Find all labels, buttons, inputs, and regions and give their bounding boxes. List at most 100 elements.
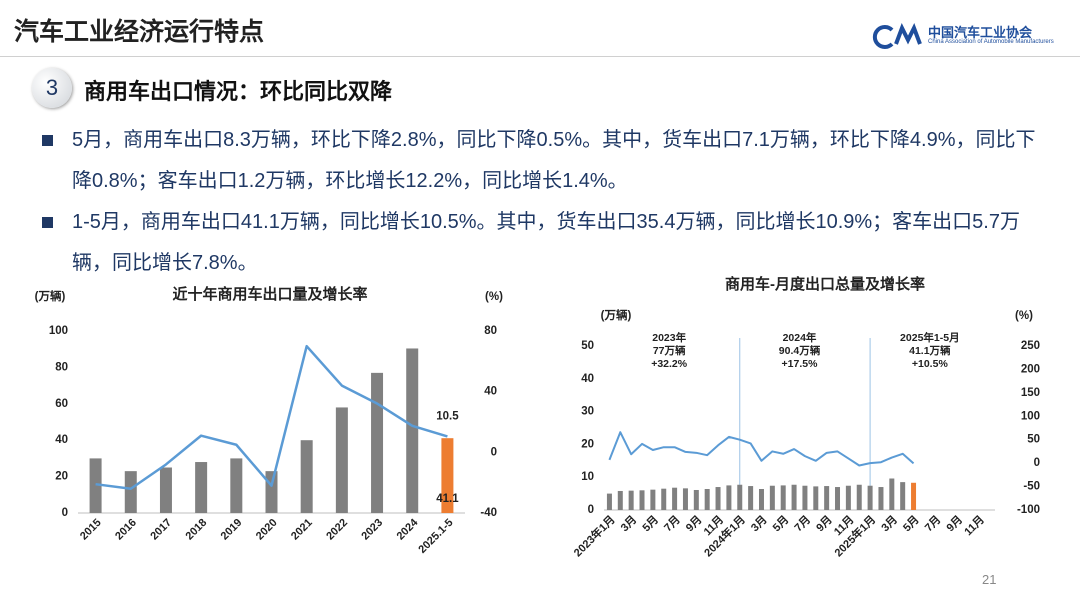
bar [769,485,775,510]
header-rule [0,56,1080,57]
annotation: 90.4万辆 [779,344,821,357]
y-tick-label: 40 [55,434,68,446]
x-tick-label: 3月 [879,513,900,534]
chart-title: 商用车-月度出口总量及增长率 [725,275,925,293]
y2-tick-label: 200 [1021,363,1040,375]
bar [672,487,678,510]
bullet: 1-5月，商用车出口41.1万辆，同比增长10.5%。其中，货车出口35.4万辆… [40,202,1050,284]
x-tick-label: 5月 [640,513,661,534]
bar [230,458,243,513]
bar [748,486,754,510]
x-tick-label: 7月 [922,513,943,534]
x-tick-label: 3月 [618,513,639,534]
bar [124,471,137,513]
bar [704,489,710,510]
line [95,344,448,490]
bar [371,372,384,513]
x-tick-label: 11月 [962,513,987,538]
x-tick-label: 9月 [814,513,835,534]
bar [650,489,656,510]
bar [89,458,102,513]
bar [835,487,841,510]
bar [845,485,851,510]
x-tick-label: 2022 [324,517,350,543]
logo-english: China Association of Automobile Manufact… [928,39,1054,45]
x-tick-label: 2023 [359,517,385,543]
bar [628,490,634,510]
y-tick-label: 80 [55,361,68,373]
x-tick-label: 5月 [770,513,791,534]
bar [265,471,278,513]
bar [682,488,688,510]
y2-tick-label: 0 [1034,457,1040,469]
annotation: +10.5% [912,358,949,370]
bar [737,484,743,510]
x-tick-label: 9月 [683,513,704,534]
x-tick-label: 2024 [395,516,421,542]
annotation: +32.2% [651,358,688,370]
bar [661,488,667,510]
data-label: 41.1 [436,493,459,505]
section-number: 3 [32,68,72,108]
bar [780,485,786,510]
line [608,431,915,467]
bar [715,487,721,510]
annotation: 77万辆 [653,344,686,357]
x-tick-label: 2020 [254,517,280,543]
x-tick-label: 2016 [113,517,139,543]
bar [441,438,454,513]
y-tick-label: 30 [581,406,594,418]
logo-mark [872,23,922,49]
y2-tick-label: 100 [1021,410,1040,422]
bar [878,487,884,510]
bar [911,482,917,510]
data-label: 10.5 [436,410,459,422]
bar [802,485,808,510]
annotation: 2023年 [652,331,686,344]
x-tick-label: 2015 [78,517,104,543]
y2-tick-label: 80 [484,325,497,337]
bar [195,462,208,513]
annotation: 2024年 [783,331,817,344]
x-tick-label: 2018 [184,517,210,543]
bar [791,484,797,510]
y-tick-label: 20 [581,438,594,450]
annotation: 2025年1-5月 [900,331,960,344]
x-tick-label: 7月 [661,513,682,534]
logo-name: 中国汽车工业协会 [928,25,1033,40]
bar [406,348,419,513]
y2-tick-label: 0 [491,446,497,458]
bar [639,490,645,510]
bar [726,485,732,510]
x-tick-label: 9月 [944,513,965,534]
y2-tick-label: 50 [1027,434,1040,446]
bar [813,486,819,510]
bar [856,484,862,510]
y2-tick-label: 150 [1021,387,1040,399]
x-tick-label: 2017 [148,517,174,543]
bar [867,485,873,510]
bar [300,440,313,513]
page-number: 21 [982,572,997,587]
x-tick-label: 2019 [219,517,245,543]
y-tick-label: 100 [49,325,68,337]
y2-axis-label: (%) [485,291,503,303]
y2-tick-label: -40 [480,507,497,519]
y2-axis-label: (%) [1015,310,1033,322]
slide-title: 汽车工业经济运行特点 [14,18,265,46]
y-tick-label: 50 [581,340,594,352]
y-tick-label: 60 [55,398,68,410]
y-axis-label: (万辆) [601,308,632,322]
bar [824,486,830,510]
y2-tick-label: 250 [1021,340,1040,352]
x-tick-label: 3月 [748,513,769,534]
bar [159,467,172,513]
y2-tick-label: 40 [484,386,497,398]
x-tick-label: 7月 [792,513,813,534]
bar [758,489,764,510]
chart-title: 近十年商用车出口量及增长率 [172,285,367,303]
y-tick-label: 40 [581,373,594,385]
bullet: 5月，商用车出口8.3万辆，环比下降2.8%，同比下降0.5%。其中，货车出口7… [40,120,1050,202]
